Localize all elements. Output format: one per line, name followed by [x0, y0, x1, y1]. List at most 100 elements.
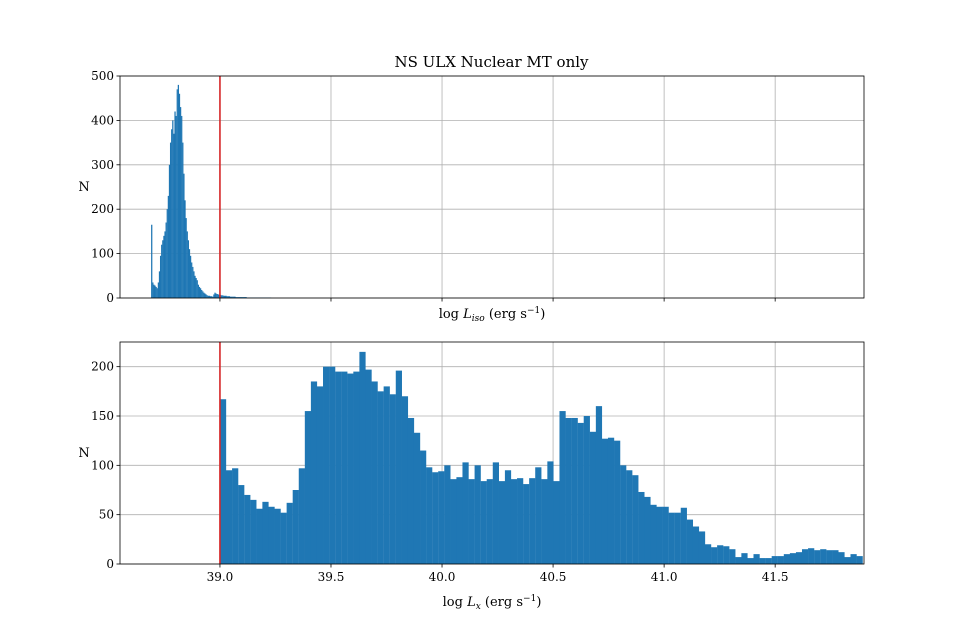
- histogram-bar: [517, 478, 524, 564]
- histogram-bar: [765, 558, 772, 564]
- top-grid: [120, 75, 864, 299]
- histogram-bar: [541, 479, 548, 564]
- histogram-bar: [215, 293, 217, 298]
- histogram-bar: [480, 481, 487, 564]
- histogram-bar: [838, 552, 845, 564]
- histogram-bar: [157, 282, 160, 298]
- histogram-bar: [201, 290, 203, 298]
- histogram-bar: [395, 370, 402, 564]
- histogram-bar: [310, 381, 318, 564]
- histogram-bar: [783, 554, 791, 564]
- histogram-bar: [199, 288, 202, 298]
- histogram-bar: [371, 381, 378, 564]
- histogram-bar: [698, 531, 706, 564]
- x-tick-label: 41.5: [762, 570, 789, 584]
- histogram-bar: [668, 512, 675, 564]
- histogram-bar: [650, 504, 657, 564]
- histogram-bar: [589, 431, 596, 564]
- histogram-bar: [692, 526, 700, 564]
- histogram-bar: [194, 275, 196, 298]
- histogram-bar: [820, 549, 827, 564]
- histogram-bar: [232, 468, 239, 564]
- histogram-bar: [832, 550, 839, 564]
- top-axes-frame: [119, 75, 865, 299]
- histogram-bar: [234, 296, 236, 298]
- histogram-bar: [196, 280, 198, 298]
- histogram-bar: [197, 284, 199, 298]
- x-tick-label: 40.5: [540, 570, 567, 584]
- bottom-y-ticks: 0 50 100 150 200: [91, 360, 120, 571]
- histogram-bar: [223, 295, 225, 298]
- histogram-bar: [377, 391, 384, 564]
- histogram-bar: [195, 278, 197, 298]
- histogram-bar: [245, 297, 247, 298]
- histogram-bar: [741, 553, 748, 564]
- histogram-bar: [167, 195, 170, 298]
- histogram-bar: [268, 506, 275, 564]
- bottom-x-ticks: 39.0 39.5 40.0 40.5 41.0 41.5: [207, 564, 789, 584]
- histogram-bar: [747, 558, 754, 564]
- histogram-bar: [595, 406, 603, 564]
- histogram-bar: [413, 432, 421, 564]
- histogram-bar: [224, 295, 226, 298]
- histogram-bar: [216, 294, 218, 298]
- histogram-bar: [188, 249, 191, 298]
- histogram-bar: [335, 371, 342, 564]
- histogram-bar: [347, 373, 354, 564]
- histogram-bar: [711, 547, 718, 564]
- histogram-bar: [444, 465, 451, 564]
- histogram-bar: [171, 129, 173, 298]
- histogram-bar: [601, 438, 609, 564]
- histogram-bar: [158, 271, 161, 298]
- y-tick-label: 500: [91, 69, 114, 83]
- histogram-bar: [729, 549, 736, 564]
- histogram-bar: [274, 508, 281, 564]
- histogram-bar: [759, 558, 766, 564]
- histogram-bar: [212, 296, 214, 298]
- histogram-bar: [777, 556, 784, 564]
- histogram-bar: [256, 508, 263, 564]
- histogram-bar: [607, 437, 615, 564]
- histogram-bar: [329, 366, 336, 564]
- histogram-bar: [850, 554, 857, 564]
- histogram-bar: [529, 478, 536, 564]
- histogram-bar: [438, 471, 445, 564]
- histogram-bar: [680, 507, 687, 564]
- histogram-bar: [185, 218, 187, 298]
- histogram-bar: [353, 371, 360, 564]
- bottom-axes-frame: [119, 341, 865, 565]
- histogram-bar: [241, 297, 243, 298]
- histogram-bar: [168, 164, 171, 298]
- x-tick-label: 39.0: [207, 570, 234, 584]
- histogram-bar: [583, 416, 590, 564]
- histogram-bar: [243, 297, 245, 298]
- y-tick-label: 200: [91, 202, 114, 216]
- histogram-bar: [626, 470, 633, 564]
- top-histogram-bars: [151, 84, 272, 299]
- top-x-axis-label: log Liso (erg s−1): [439, 306, 546, 324]
- histogram-bar: [723, 546, 730, 564]
- histogram-bar: [193, 271, 195, 298]
- histogram-bar: [492, 462, 499, 564]
- histogram-bar: [237, 297, 239, 298]
- histogram-bar: [236, 297, 238, 298]
- histogram-bar: [735, 557, 742, 564]
- histogram-bar: [211, 296, 213, 298]
- histogram-bar: [204, 293, 206, 298]
- histogram-bar: [559, 411, 566, 564]
- histogram-bar: [662, 506, 669, 564]
- histogram-bar: [151, 224, 153, 298]
- histogram-bar: [565, 417, 572, 564]
- histogram-bar: [262, 501, 269, 564]
- y-tick-label: 150: [91, 409, 114, 423]
- histogram-bar: [205, 294, 207, 298]
- chart-title: NS ULX Nuclear MT only: [394, 53, 589, 71]
- histogram-bar: [208, 295, 211, 298]
- histogram-bar: [462, 462, 469, 564]
- histogram-bar: [172, 120, 174, 299]
- histogram-bar: [166, 209, 168, 298]
- histogram-bar: [177, 84, 180, 298]
- histogram-bar: [468, 479, 475, 564]
- histogram-bar: [753, 554, 760, 564]
